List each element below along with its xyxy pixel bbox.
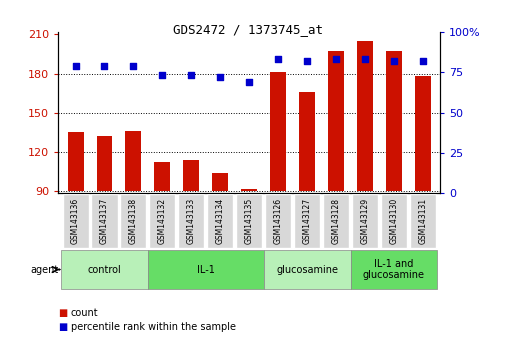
Bar xyxy=(298,92,315,191)
Point xyxy=(418,58,426,64)
FancyBboxPatch shape xyxy=(350,250,436,290)
Text: ■: ■ xyxy=(58,322,67,332)
Text: GSM143137: GSM143137 xyxy=(100,198,109,244)
FancyBboxPatch shape xyxy=(63,194,88,248)
Bar xyxy=(241,189,257,191)
Bar xyxy=(357,41,372,191)
Bar xyxy=(212,172,228,191)
Bar xyxy=(183,160,199,191)
Point xyxy=(187,73,195,78)
FancyBboxPatch shape xyxy=(120,194,146,248)
Text: ■: ■ xyxy=(58,308,67,318)
Text: count: count xyxy=(71,308,98,318)
Point xyxy=(360,57,368,62)
Point xyxy=(71,63,79,69)
Bar xyxy=(270,72,285,191)
Text: glucosamine: glucosamine xyxy=(276,264,337,274)
FancyBboxPatch shape xyxy=(293,194,320,248)
Text: GSM143135: GSM143135 xyxy=(244,198,253,244)
FancyBboxPatch shape xyxy=(61,250,147,290)
Text: GSM143136: GSM143136 xyxy=(71,198,80,244)
Point xyxy=(274,57,282,62)
Bar xyxy=(125,131,141,191)
Text: GSM143127: GSM143127 xyxy=(302,198,311,244)
Point xyxy=(100,63,109,69)
Text: percentile rank within the sample: percentile rank within the sample xyxy=(71,322,235,332)
Text: control: control xyxy=(87,264,121,274)
FancyBboxPatch shape xyxy=(178,194,204,248)
FancyBboxPatch shape xyxy=(265,194,290,248)
Text: GSM143130: GSM143130 xyxy=(389,198,397,244)
Text: GSM143134: GSM143134 xyxy=(215,198,224,244)
Text: GSM143131: GSM143131 xyxy=(418,198,427,244)
Bar xyxy=(154,162,170,191)
FancyBboxPatch shape xyxy=(380,194,406,248)
Bar xyxy=(414,76,430,191)
Bar xyxy=(68,132,83,191)
FancyBboxPatch shape xyxy=(91,194,117,248)
Point xyxy=(129,63,137,69)
Point xyxy=(331,57,339,62)
Text: IL-1: IL-1 xyxy=(196,264,214,274)
Point xyxy=(216,74,224,80)
Text: GSM143133: GSM143133 xyxy=(186,198,195,244)
Text: GSM143128: GSM143128 xyxy=(331,198,340,244)
Bar xyxy=(327,51,343,191)
FancyBboxPatch shape xyxy=(322,194,348,248)
FancyBboxPatch shape xyxy=(263,250,350,290)
Text: GSM143132: GSM143132 xyxy=(158,198,167,244)
Bar xyxy=(96,136,112,191)
FancyBboxPatch shape xyxy=(351,194,377,248)
FancyBboxPatch shape xyxy=(147,250,263,290)
FancyBboxPatch shape xyxy=(207,194,233,248)
Bar xyxy=(385,51,401,191)
Point xyxy=(158,73,166,78)
FancyBboxPatch shape xyxy=(236,194,262,248)
Point xyxy=(302,58,311,64)
Text: GSM143126: GSM143126 xyxy=(273,198,282,244)
Text: GSM143129: GSM143129 xyxy=(360,198,369,244)
Point xyxy=(245,79,253,85)
Text: GSM143138: GSM143138 xyxy=(129,198,138,244)
Text: IL-1 and
glucosamine: IL-1 and glucosamine xyxy=(362,259,424,280)
Point xyxy=(389,58,397,64)
Text: agent: agent xyxy=(30,264,58,274)
FancyBboxPatch shape xyxy=(149,194,175,248)
Text: GDS2472 / 1373745_at: GDS2472 / 1373745_at xyxy=(173,23,322,36)
FancyBboxPatch shape xyxy=(409,194,435,248)
